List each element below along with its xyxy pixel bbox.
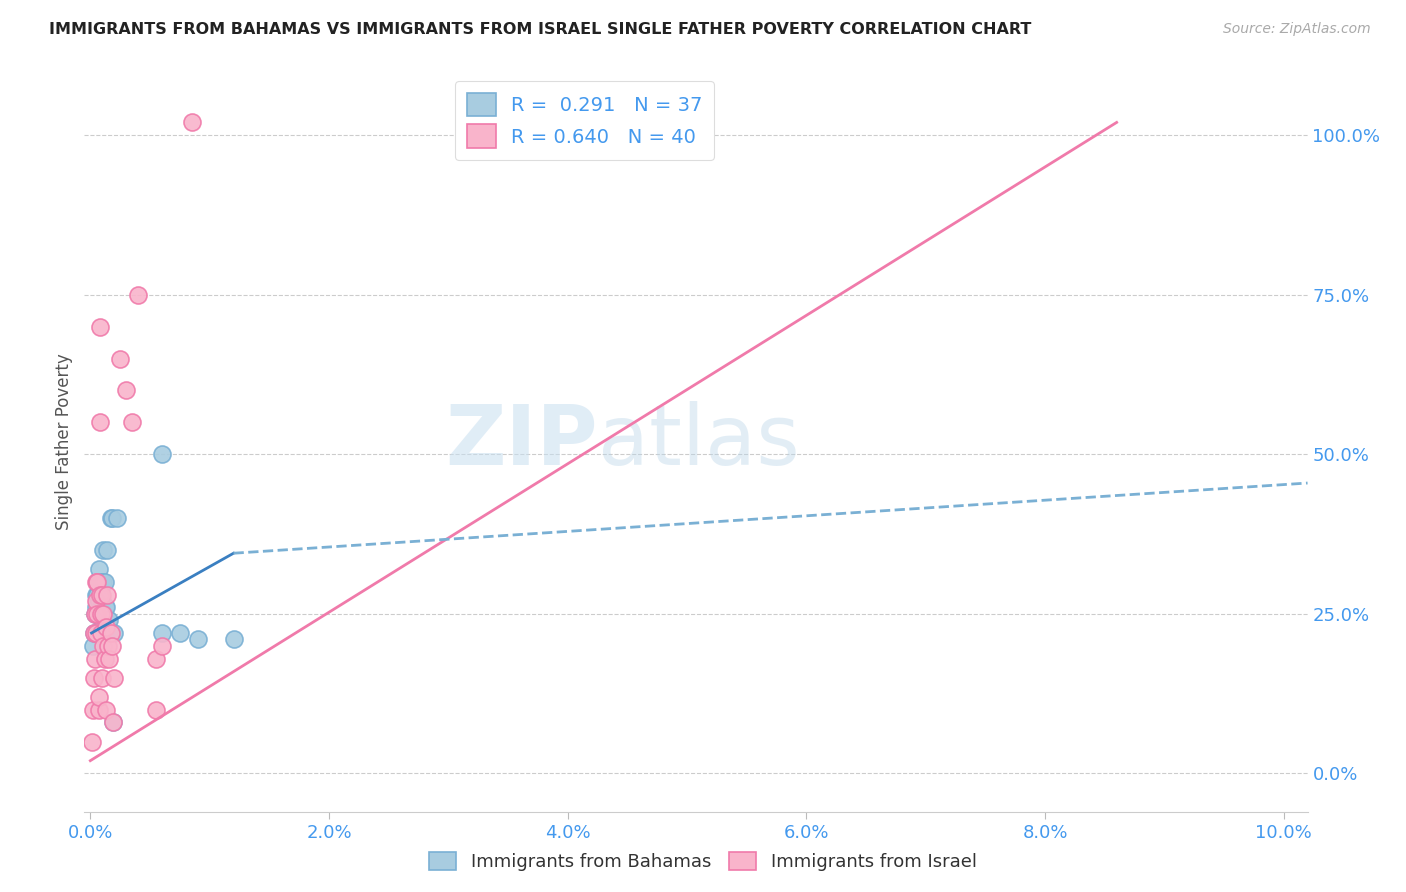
Point (187, 632, 209, 647)
Point (93, 574, 115, 589)
Point (91, 594, 114, 608)
Point (84, 588, 107, 602)
Point (150, 626, 173, 640)
Point (100, 511, 122, 525)
Point (222, 632, 245, 647)
Point (97, 626, 120, 640)
Point (94, 600, 117, 615)
Point (82, 639, 104, 653)
Text: Source: ZipAtlas.com: Source: ZipAtlas.com (1223, 22, 1371, 37)
Point (93, 639, 115, 653)
Point (90, 607, 112, 621)
Point (83, 626, 105, 640)
Point (83, 671, 105, 685)
Point (87, 703, 110, 717)
Point (94, 703, 117, 717)
Point (89, 588, 111, 602)
Point (89, 319, 111, 334)
Legend: R =  0.291   N = 37, R = 0.640   N = 40: R = 0.291 N = 37, R = 0.640 N = 40 (456, 81, 714, 160)
Point (98, 626, 121, 640)
Point (169, 626, 191, 640)
Point (90, 600, 112, 615)
Point (97, 613, 120, 627)
Point (105, 511, 128, 525)
Text: ZIP: ZIP (446, 401, 598, 482)
Point (91, 613, 114, 627)
Point (86, 588, 108, 602)
Point (101, 639, 124, 653)
Legend: Immigrants from Bahamas, Immigrants from Israel: Immigrants from Bahamas, Immigrants from… (422, 845, 984, 879)
Point (84, 607, 107, 621)
Point (101, 511, 124, 525)
Point (91, 671, 114, 685)
Point (121, 416, 143, 430)
Point (86, 574, 108, 589)
Point (90, 626, 112, 640)
Point (84, 574, 107, 589)
Point (150, 447, 173, 461)
Point (127, 287, 149, 301)
Point (93, 651, 115, 665)
Point (103, 671, 125, 685)
Point (100, 626, 122, 640)
Point (87, 574, 110, 589)
Point (93, 543, 115, 558)
Point (96, 588, 118, 602)
Point (83, 626, 105, 640)
Point (145, 703, 167, 717)
Point (90, 574, 112, 589)
Point (87, 594, 110, 608)
Y-axis label: Single Father Poverty: Single Father Poverty (55, 353, 73, 530)
Point (89, 588, 111, 602)
Point (103, 626, 125, 640)
Point (94, 619, 117, 633)
Point (80, 734, 103, 748)
Point (145, 651, 167, 665)
Point (108, 351, 131, 366)
Point (97, 639, 120, 653)
Point (84, 594, 107, 608)
Point (98, 651, 121, 665)
Point (91, 588, 114, 602)
Point (82, 703, 104, 717)
Point (89, 416, 111, 430)
Point (98, 613, 121, 627)
Point (115, 384, 138, 398)
Point (96, 543, 118, 558)
Text: atlas: atlas (598, 401, 800, 482)
Point (94, 626, 117, 640)
Point (89, 607, 111, 621)
Point (87, 562, 110, 576)
Text: IMMIGRANTS FROM BAHAMAS VS IMMIGRANTS FROM ISRAEL SINGLE FATHER POVERTY CORRELAT: IMMIGRANTS FROM BAHAMAS VS IMMIGRANTS FR… (49, 22, 1032, 37)
Point (93, 607, 115, 621)
Point (84, 607, 107, 621)
Point (150, 639, 173, 653)
Point (84, 651, 107, 665)
Point (180, 115, 202, 129)
Point (84, 626, 107, 640)
Point (93, 600, 115, 615)
Point (101, 715, 124, 730)
Point (84, 600, 107, 615)
Point (101, 715, 124, 730)
Point (93, 574, 115, 589)
Point (87, 690, 110, 704)
Point (86, 607, 108, 621)
Point (86, 574, 108, 589)
